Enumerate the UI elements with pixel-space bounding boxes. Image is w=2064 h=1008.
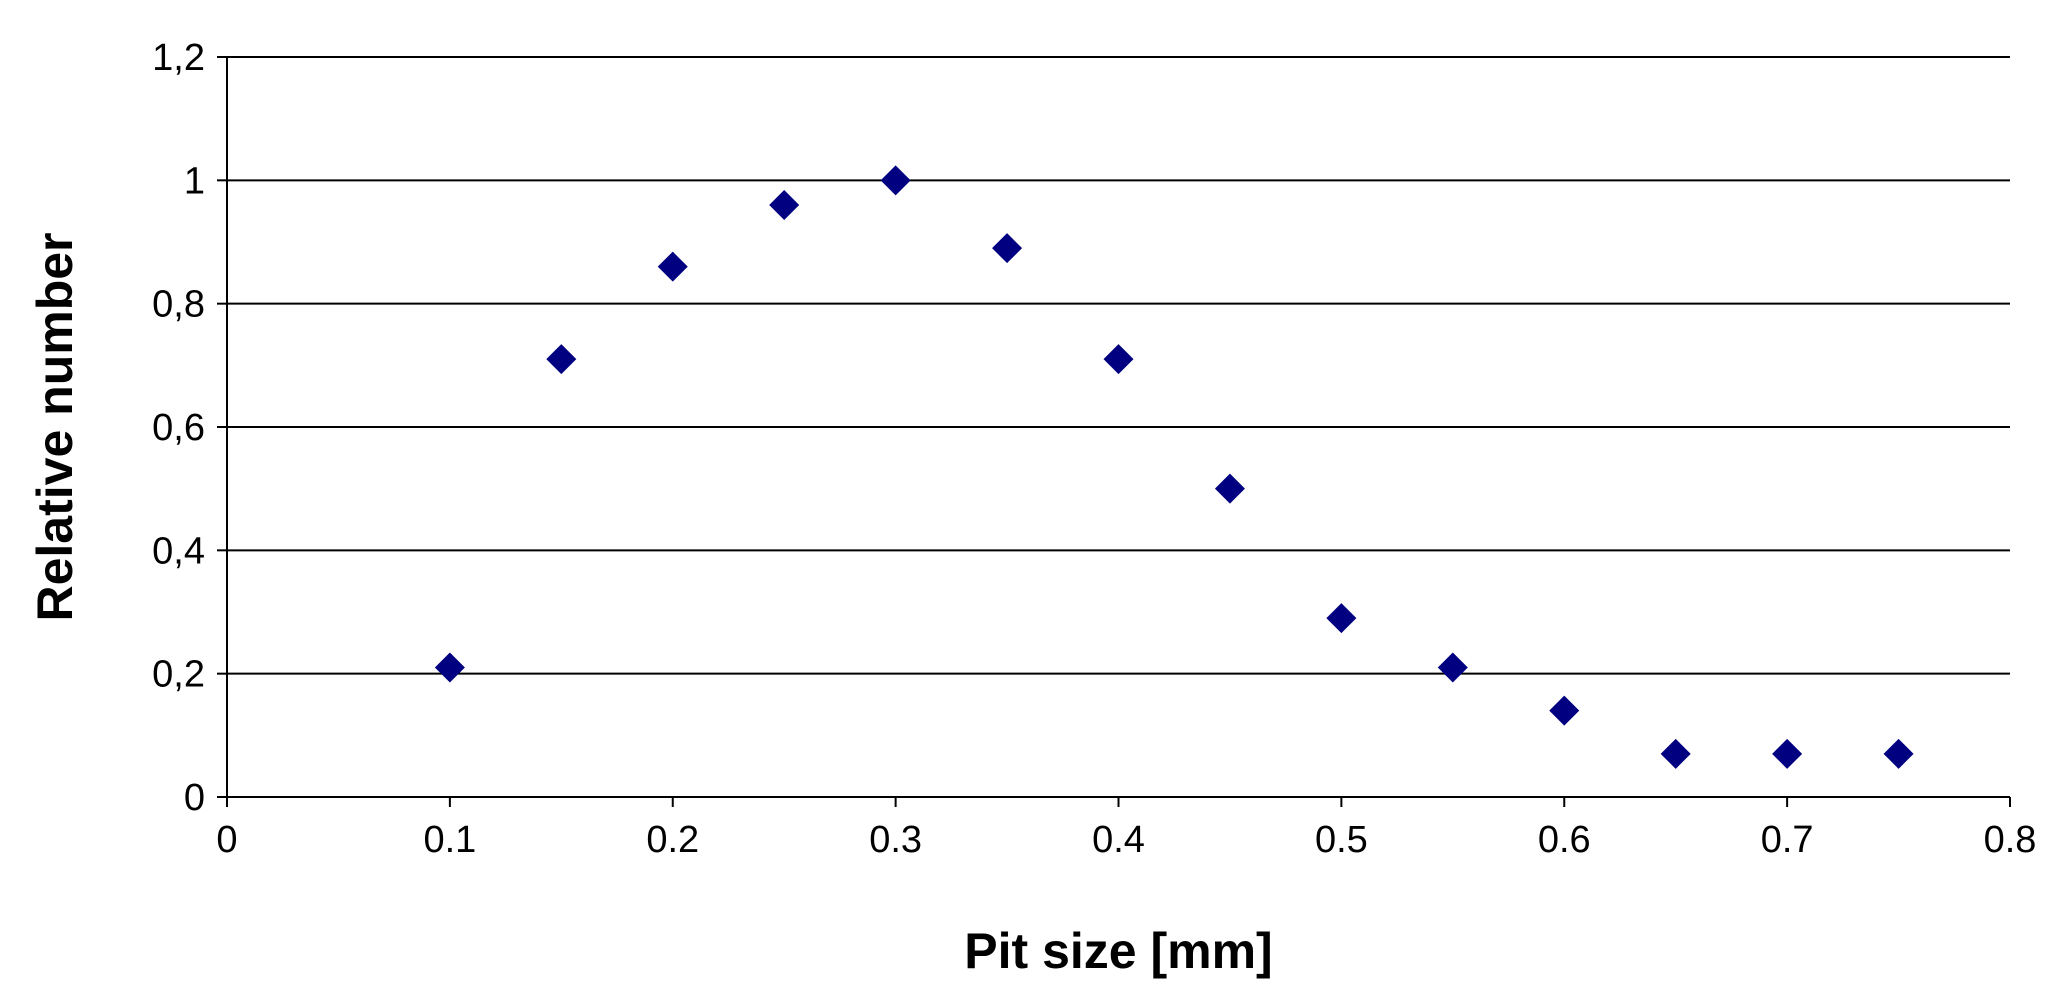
data-point (434, 652, 465, 683)
y-tick-label: 0,4 (152, 530, 205, 572)
x-tick-label: 0.6 (1538, 819, 1591, 861)
x-tick-label: 0 (216, 819, 237, 861)
x-tick-label: 0.7 (1761, 819, 1814, 861)
y-tick-label: 0,6 (152, 407, 205, 449)
x-tick-label: 0.2 (646, 819, 699, 861)
data-point (546, 344, 577, 375)
x-tick-label: 0.1 (423, 819, 476, 861)
y-axis-title: Relative number (27, 232, 83, 621)
x-tick-label: 0.5 (1315, 819, 1368, 861)
data-point (1103, 344, 1134, 375)
data-point (1326, 603, 1357, 634)
x-tick-label: 0.3 (869, 819, 922, 861)
x-tick-label: 0.8 (1984, 819, 2037, 861)
data-point (657, 251, 688, 282)
y-tick-label: 1 (184, 160, 205, 202)
y-tick-label: 0,8 (152, 284, 205, 326)
y-tick-label: 0 (184, 777, 205, 819)
data-point (1549, 695, 1580, 726)
data-point (1772, 738, 1803, 769)
y-tick-label: 0,2 (152, 654, 205, 696)
gridlines (227, 56, 2010, 675)
data-point (1214, 473, 1245, 504)
x-axis-title: Pit size [mm] (964, 923, 1272, 979)
data-points (434, 165, 1914, 769)
data-point (1660, 738, 1691, 769)
data-point (1883, 738, 1914, 769)
data-point (880, 165, 911, 196)
data-point (992, 233, 1023, 264)
x-tick-label: 0.4 (1092, 819, 1145, 861)
tick-labels: 0 0,2 0,4 0,6 0,8 1 1,2 0 0.1 0.2 0.3 0.4 0.5 0.6 0.7 0… (152, 37, 2036, 861)
data-point (769, 190, 800, 220)
data-point (1437, 652, 1468, 683)
y-tick-label: 1,2 (152, 37, 205, 79)
